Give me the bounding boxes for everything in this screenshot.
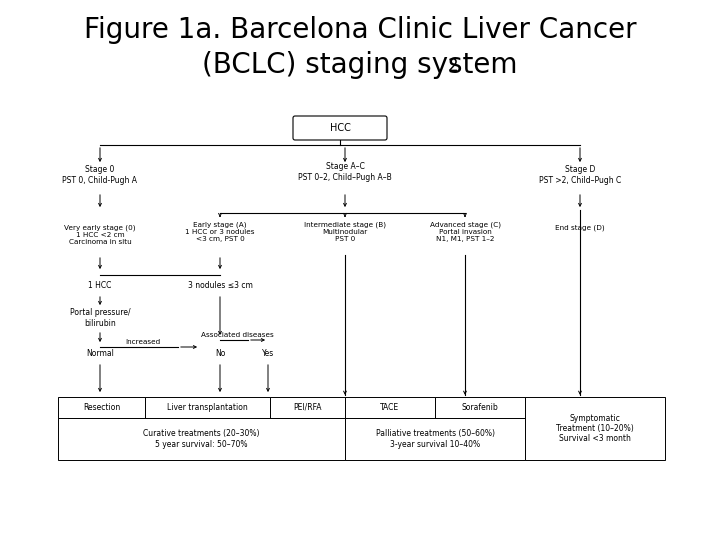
Bar xyxy=(58,397,145,418)
Text: HCC: HCC xyxy=(330,123,351,133)
Text: 2: 2 xyxy=(448,57,459,75)
Text: Liver transplantation: Liver transplantation xyxy=(167,403,248,412)
Text: Very early stage (0)
1 HCC <2 cm
Carcinoma in situ: Very early stage (0) 1 HCC <2 cm Carcino… xyxy=(64,225,136,245)
Text: No: No xyxy=(215,349,225,359)
Text: Stage 0
PST 0, Child-Pugh A: Stage 0 PST 0, Child-Pugh A xyxy=(63,165,138,185)
Text: Stage D
PST >2, Child–Pugh C: Stage D PST >2, Child–Pugh C xyxy=(539,165,621,185)
Text: Associated diseases: Associated diseases xyxy=(201,332,274,338)
Bar xyxy=(58,418,345,460)
Bar xyxy=(435,397,525,418)
Bar xyxy=(525,397,665,460)
Text: Palliative treatments (50–60%)
3-year survival 10–40%: Palliative treatments (50–60%) 3-year su… xyxy=(376,429,495,449)
Text: Increased: Increased xyxy=(125,339,161,345)
Bar xyxy=(345,397,435,418)
Text: Early stage (A)
1 HCC or 3 nodules
<3 cm, PST 0: Early stage (A) 1 HCC or 3 nodules <3 cm… xyxy=(185,222,255,242)
Bar xyxy=(345,418,525,460)
Text: (BCLC) staging system: (BCLC) staging system xyxy=(202,51,518,79)
Text: Sorafenib: Sorafenib xyxy=(462,403,498,412)
Text: Resection: Resection xyxy=(83,403,120,412)
FancyBboxPatch shape xyxy=(293,116,387,140)
Text: Symptomatic
Treatment (10–20%)
Survival <3 month: Symptomatic Treatment (10–20%) Survival … xyxy=(556,414,634,443)
Bar xyxy=(145,397,270,418)
Text: Intermediate stage (B)
Multinodular
PST 0: Intermediate stage (B) Multinodular PST … xyxy=(304,222,386,242)
Text: Stage A–C
PST 0–2, Child–Pugh A–B: Stage A–C PST 0–2, Child–Pugh A–B xyxy=(298,163,392,181)
Text: End stage (D): End stage (D) xyxy=(555,225,605,231)
Bar xyxy=(270,397,345,418)
Text: TACE: TACE xyxy=(380,403,400,412)
Text: Curative treatments (20–30%)
5 year survival: 50–70%: Curative treatments (20–30%) 5 year surv… xyxy=(143,429,260,449)
Text: Portal pressure/
bilirubin: Portal pressure/ bilirubin xyxy=(70,308,130,328)
Text: PEI/RFA: PEI/RFA xyxy=(293,403,322,412)
Text: 1 HCC: 1 HCC xyxy=(89,280,112,289)
Text: Figure 1a. Barcelona Clinic Liver Cancer: Figure 1a. Barcelona Clinic Liver Cancer xyxy=(84,16,636,44)
Text: 3 nodules ≤3 cm: 3 nodules ≤3 cm xyxy=(188,280,253,289)
Text: Normal: Normal xyxy=(86,349,114,359)
Text: Advanced stage (C)
Portal invasion
N1, M1, PST 1–2: Advanced stage (C) Portal invasion N1, M… xyxy=(430,222,500,242)
Text: Yes: Yes xyxy=(262,349,274,359)
